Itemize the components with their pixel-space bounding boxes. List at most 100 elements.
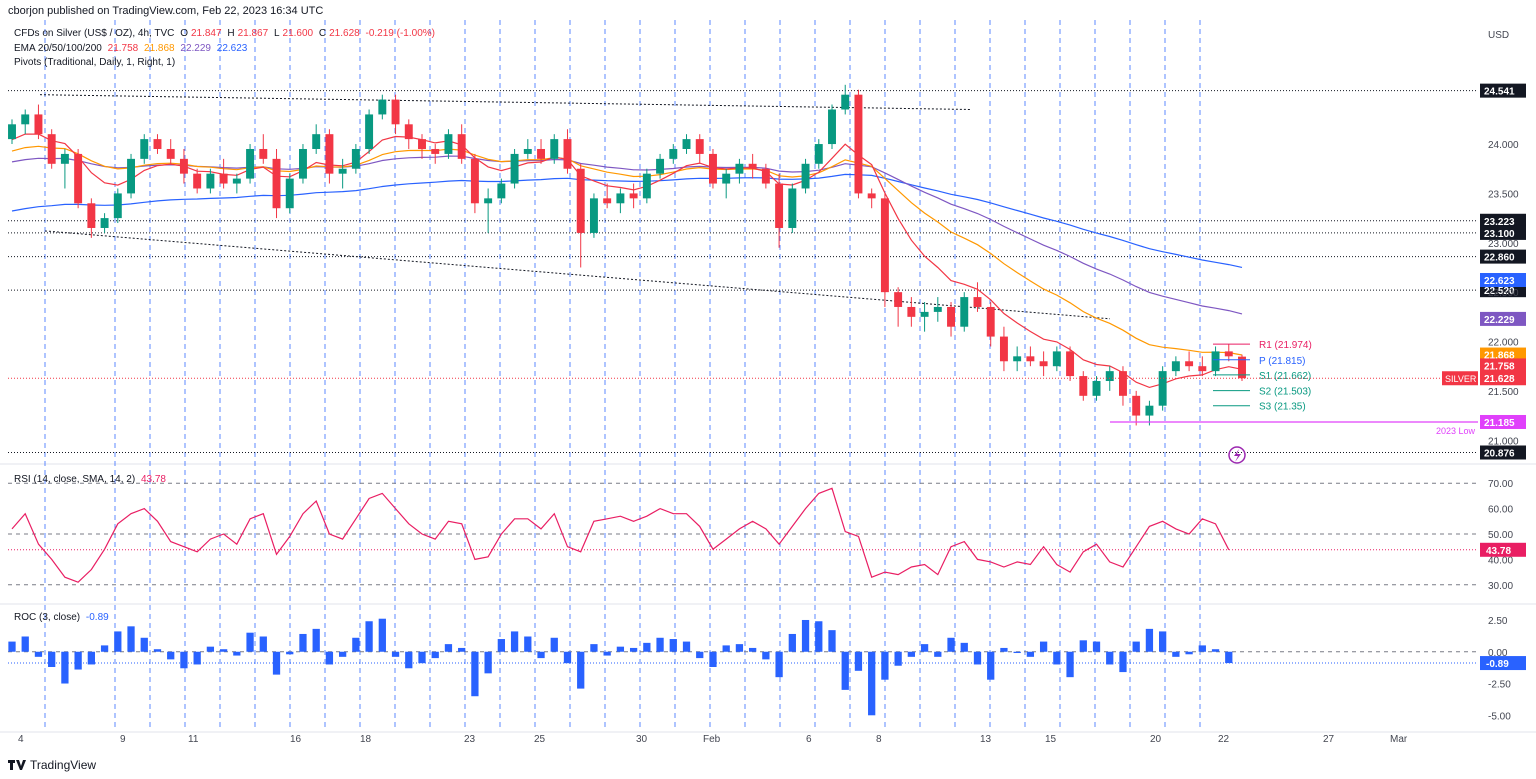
candle — [47, 134, 56, 164]
roc-bar — [180, 651, 188, 669]
time-axis-tick: 27 — [1323, 734, 1335, 745]
candle — [801, 163, 810, 189]
roc-bar — [1145, 628, 1154, 652]
roc-bar — [325, 651, 334, 665]
candle — [60, 153, 69, 164]
candle — [34, 114, 43, 135]
rsi-legend[interactable]: RSI (14, close, SMA, 14, 2) 43.78 — [14, 474, 169, 485]
candle — [999, 336, 1008, 362]
roc-bar — [140, 637, 148, 652]
candle — [365, 114, 374, 149]
roc-bar — [907, 651, 915, 657]
candle — [814, 144, 823, 164]
roc-bar — [233, 651, 241, 656]
ema-tag-bg — [1480, 273, 1526, 288]
roc-bar — [418, 651, 426, 664]
roc-bar — [1106, 651, 1114, 665]
candle — [444, 134, 453, 154]
trendline — [39, 94, 971, 110]
candle — [629, 193, 638, 199]
ohlc-change: -0.219 (-1.00%) — [365, 28, 435, 39]
rsi-axis-tick: 50.00 — [1488, 530, 1513, 541]
rsi-axis-tick: 60.00 — [1488, 505, 1513, 516]
level-tag: 23.100 — [1484, 229, 1515, 240]
ema-tag: 21.758 — [1484, 361, 1515, 372]
candle — [709, 153, 717, 184]
candle — [351, 148, 360, 169]
candle — [1013, 356, 1022, 362]
trendline — [44, 230, 1111, 320]
low-2023-note: 2023 Low — [1436, 426, 1476, 436]
roc-bar — [696, 651, 704, 659]
pivot-label: P (21.815) — [1259, 356, 1306, 367]
candle — [1039, 361, 1048, 367]
roc-bar — [48, 651, 56, 667]
candle — [867, 193, 876, 199]
ohlc-close: 21.628 — [329, 28, 360, 39]
candle — [312, 134, 321, 149]
time-axis-tick: Feb — [703, 734, 721, 745]
time-axis-tick: 15 — [1045, 734, 1057, 745]
candle — [973, 297, 982, 307]
roc-bar — [868, 651, 876, 716]
roc-bar — [841, 651, 849, 690]
roc-bar — [1053, 651, 1061, 665]
roc-bar — [682, 641, 691, 652]
ema50-line — [11, 145, 1243, 356]
rsi-tag-bg — [1480, 542, 1526, 557]
candle — [775, 183, 784, 228]
time-axis-tick: 9 — [120, 734, 126, 745]
roc-bar — [934, 651, 942, 657]
time-axis-tick: 30 — [636, 734, 648, 745]
candle — [523, 148, 532, 154]
candle — [1092, 381, 1101, 396]
roc-bar — [1092, 641, 1101, 652]
level-tag-bg — [1480, 225, 1526, 240]
candle — [166, 148, 175, 159]
roc-bar — [1185, 651, 1193, 655]
roc-bar — [74, 651, 82, 670]
roc-bar — [590, 644, 598, 652]
ema-label: EMA 20/50/100/200 — [14, 43, 102, 54]
roc-bar — [960, 642, 968, 652]
candle — [510, 153, 519, 184]
roc-bar — [1119, 651, 1127, 673]
candle — [589, 198, 598, 233]
level-tag-bg — [1480, 249, 1526, 264]
candle — [1105, 371, 1114, 382]
ema-legend[interactable]: EMA 20/50/100/200 21.758 21.868 22.229 2… — [14, 43, 250, 54]
symbol-tag: SILVER — [1445, 374, 1477, 384]
candle — [537, 148, 545, 159]
roc-bar — [524, 636, 532, 652]
candle — [246, 148, 255, 179]
price-axis-tick: 23.500 — [1488, 189, 1519, 200]
candle — [140, 139, 149, 159]
roc-bar — [1066, 651, 1074, 678]
candle — [603, 198, 612, 204]
roc-bar — [947, 637, 955, 652]
candle — [1052, 351, 1061, 367]
tradingview-logo[interactable]: TradingView — [8, 758, 96, 772]
candle — [8, 124, 16, 140]
candle — [87, 203, 96, 228]
symbol-legend[interactable]: CFDs on Silver (US$ / OZ), 4h, TVC O 21.8… — [14, 28, 438, 39]
roc-bar — [259, 636, 267, 652]
candle — [457, 134, 466, 159]
candle — [828, 109, 836, 145]
price-axis-tick: 22.000 — [1488, 338, 1519, 349]
roc-legend[interactable]: ROC (3, close) -0.89 — [14, 612, 112, 623]
pivots-legend[interactable]: Pivots (Traditional, Daily, 1, Right, 1) — [14, 57, 176, 68]
candle — [113, 193, 122, 219]
pivot-label: R1 (21.974) — [1259, 340, 1312, 351]
time-axis-tick: 23 — [464, 734, 476, 745]
candle — [642, 173, 651, 199]
ema-tag-bg — [1480, 347, 1526, 362]
roc-bar — [510, 631, 519, 652]
roc-bar — [1000, 647, 1008, 652]
candle — [880, 198, 889, 293]
candle — [378, 99, 387, 115]
roc-bar — [603, 651, 611, 656]
ema20-line — [11, 133, 1243, 389]
candle — [907, 306, 916, 317]
